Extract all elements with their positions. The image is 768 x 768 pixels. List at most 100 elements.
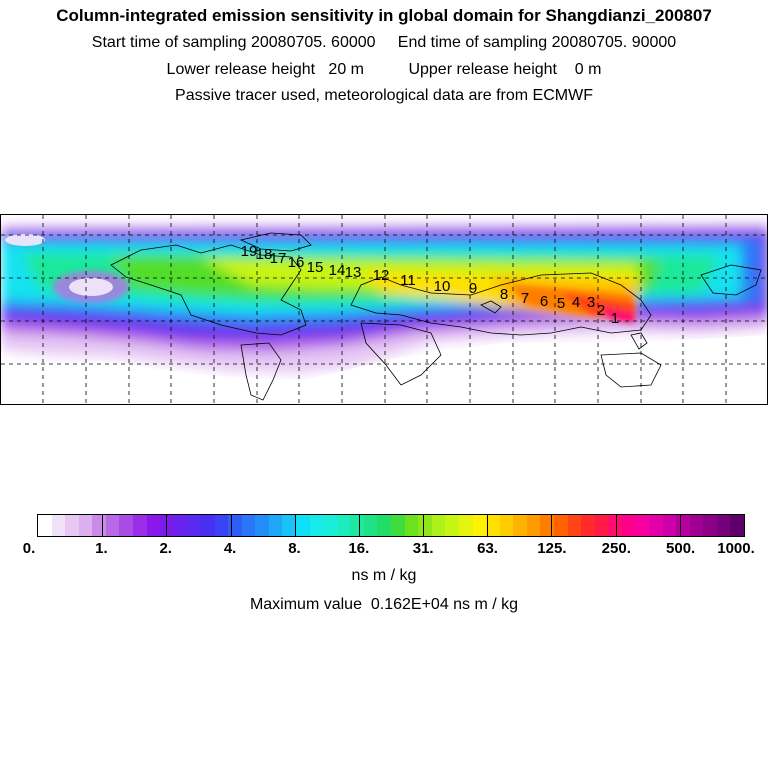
colorbar-tick [102, 515, 104, 536]
colorbar-swatch [458, 515, 473, 536]
colorbar-tick [423, 515, 425, 536]
trajectory-label: 14 [329, 262, 346, 279]
colorbar-swatch [689, 515, 704, 536]
colorbar-tick [615, 515, 617, 536]
colorbar-swatch [65, 515, 79, 536]
colorbar-swatch [119, 515, 134, 536]
maximum-value: Maximum value 0.162E+04 ns m / kg [249, 596, 519, 613]
colorbar-swatch [309, 515, 324, 536]
colorbar-swatch [540, 515, 554, 536]
colorbar-label: 500. [666, 540, 696, 557]
colorbar-swatch [703, 515, 717, 536]
colorbar-label: 4. [223, 540, 237, 557]
release-height-line: Lower release height 20 m Upper release … [166, 61, 602, 78]
colorbar-label: 125. [537, 540, 567, 557]
colorbar-tick [166, 515, 168, 536]
colorbar-swatch [92, 515, 106, 536]
trajectory-label: 9 [469, 280, 477, 297]
colorbar-swatch [526, 515, 541, 536]
colorbar-tick [551, 515, 553, 536]
trajectory-label: 15 [307, 259, 324, 276]
colorbar-swatch [499, 515, 514, 536]
colorbar-swatch [363, 515, 378, 536]
colorbar-tick [294, 515, 296, 536]
colorbar-swatch [323, 515, 337, 536]
colorbar-label: 1. [95, 540, 108, 557]
trajectory-label: 10 [434, 278, 451, 295]
colorbar-label: 31. [412, 540, 434, 557]
colorbar-swatch [200, 515, 215, 536]
trajectory-label: 3 [587, 294, 595, 311]
colorbar-swatch [662, 515, 677, 536]
colorbar-swatch [418, 515, 432, 536]
colorbar-swatch [268, 515, 283, 536]
colorbar-tick [679, 515, 681, 536]
plot-title: Column-integrated emission sensitivity i… [56, 6, 712, 25]
colorbar-swatch [51, 515, 66, 536]
colorbar-swatch [214, 515, 229, 536]
sampling-time-line: Start time of sampling 20080705. 60000 E… [91, 34, 677, 51]
colorbar-swatch [105, 515, 120, 536]
colorbar-label: 0. [22, 540, 36, 557]
colorbar-swatch [472, 515, 487, 536]
colorbar-swatch [431, 515, 446, 536]
trajectory-label: 19 [241, 243, 258, 260]
colorbar-swatch [295, 515, 310, 536]
colorbar-label: 250. [601, 540, 631, 557]
colorbar-swatch [730, 515, 745, 536]
colorbar-swatch [241, 515, 256, 536]
trajectory-label: 11 [400, 272, 416, 289]
colorbar-swatch [404, 515, 419, 536]
trajectory-label: 13 [345, 264, 362, 281]
trajectory-label: 6 [540, 293, 548, 310]
colorbar-swatch [133, 515, 147, 536]
trajectory-label: 18 [256, 246, 273, 263]
tracer-info-line: Passive tracer used, meteorological data… [175, 87, 593, 104]
colorbar-label: 1000. [717, 540, 755, 557]
trajectory-label: 17 [270, 250, 287, 267]
trajectory-label: 5 [557, 295, 565, 312]
colorbar-label: 8. [288, 540, 301, 557]
colorbar-swatch [594, 515, 609, 536]
colorbar-swatch [146, 515, 161, 536]
colorbar-swatch [486, 515, 500, 536]
colorbar-swatch [608, 515, 622, 536]
colorbar-swatch [676, 515, 690, 536]
colorbar-units: ns m / kg [351, 567, 417, 584]
emission-sensitivity-map: 1 2 3 4 5 6 7 8 9 10 11 12 13 14 15 16 17 18 19 [0, 214, 768, 405]
trajectory-label: 2 [597, 302, 605, 319]
colorbar-label: 16. [348, 540, 370, 557]
colorbar-swatch [336, 515, 351, 536]
colorbar-swatch [377, 515, 392, 536]
colorbar-swatch [282, 515, 296, 536]
colorbar-swatch [78, 515, 93, 536]
colorbar-swatch [513, 515, 527, 536]
colorbar-tick [358, 515, 360, 536]
colorbar-swatch [445, 515, 459, 536]
trajectory-label: 12 [373, 267, 390, 284]
colorbar-swatch [581, 515, 595, 536]
colorbar-swatch [635, 515, 650, 536]
colorbar-label: 63. [477, 540, 498, 557]
colorbar [37, 514, 745, 537]
colorbar-swatch [350, 515, 364, 536]
trajectory-label: 8 [500, 286, 508, 303]
colorbar-swatch [173, 515, 188, 536]
colorbar-swatch [553, 515, 568, 536]
colorbar-swatch [567, 515, 582, 536]
colorbar-swatch [621, 515, 636, 536]
trajectory-label: 7 [521, 290, 529, 307]
colorbar-tick [230, 515, 232, 536]
colorbar-swatch [187, 515, 201, 536]
colorbar-swatch [649, 515, 663, 536]
colorbar-swatch [391, 515, 405, 536]
trajectory-label: 4 [572, 294, 580, 311]
colorbar-swatch [38, 515, 52, 536]
colorbar-swatch [255, 515, 269, 536]
trajectory-label: 16 [288, 254, 305, 271]
graticule [1, 215, 767, 404]
trajectory-label: 1 [611, 310, 619, 327]
low-sensitivity-area [1, 335, 767, 404]
